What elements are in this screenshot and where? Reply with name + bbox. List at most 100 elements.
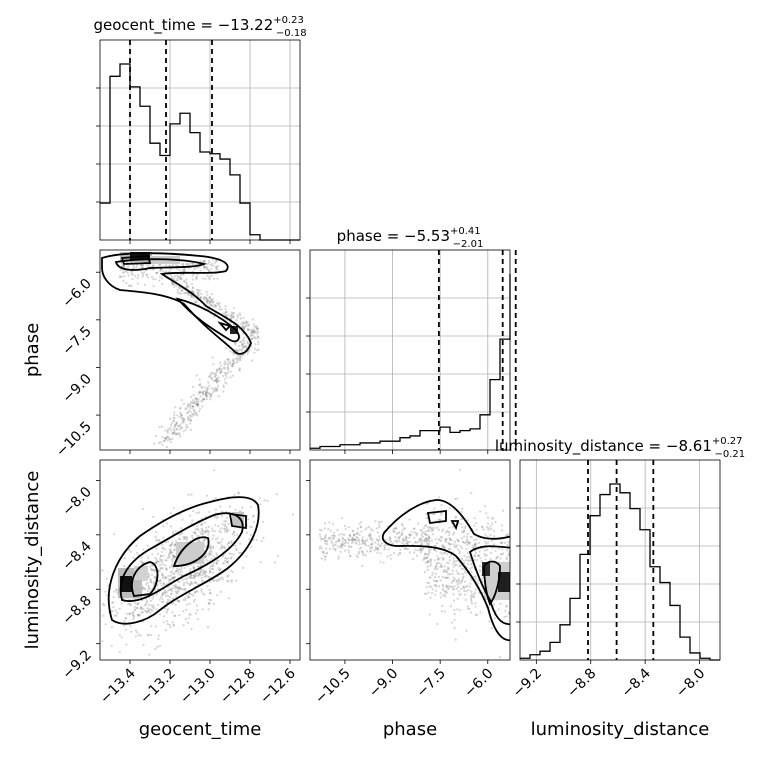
sample-point <box>496 555 499 558</box>
sample-point <box>145 273 148 277</box>
sample-point <box>255 349 258 352</box>
sample-point <box>94 624 96 626</box>
sample-point <box>154 575 157 578</box>
sample-point <box>176 586 179 589</box>
sample-point <box>347 537 350 541</box>
sample-point <box>500 553 503 556</box>
sample-point <box>184 291 187 294</box>
sample-point <box>198 390 201 393</box>
sample-point <box>357 552 360 555</box>
sample-point <box>437 558 440 561</box>
sample-point <box>162 525 165 528</box>
sample-point <box>161 547 164 550</box>
sample-point <box>369 536 372 539</box>
sample-point <box>428 540 431 543</box>
sample-point <box>219 364 222 367</box>
sample-point <box>205 526 208 529</box>
sample-point <box>492 517 495 520</box>
sample-point <box>174 603 177 607</box>
sample-point <box>211 564 214 567</box>
sample-point <box>337 538 340 541</box>
sample-point <box>471 602 474 605</box>
sample-point <box>201 529 204 532</box>
sample-point <box>341 540 344 543</box>
sample-point <box>217 304 221 307</box>
sample-point <box>239 314 242 317</box>
sample-point <box>246 321 249 324</box>
sample-point <box>212 372 215 375</box>
sample-point <box>474 602 477 605</box>
sample-point <box>212 363 215 366</box>
sample-point <box>377 548 380 551</box>
sample-point <box>241 338 244 341</box>
sample-point <box>465 629 468 632</box>
sample-point <box>227 580 230 583</box>
sample-point <box>458 564 462 567</box>
sample-point <box>441 530 444 533</box>
sample-point <box>157 638 160 641</box>
sample-point <box>243 321 246 324</box>
sample-point <box>370 543 373 547</box>
sample-point <box>194 582 197 585</box>
sample-point <box>444 590 447 593</box>
sample-point <box>171 611 174 614</box>
sample-point <box>488 620 491 623</box>
sample-point <box>153 576 156 579</box>
sample-point <box>242 316 245 319</box>
sample-point <box>172 554 175 557</box>
sample-point <box>455 563 458 567</box>
sample-point <box>185 263 188 266</box>
sample-point <box>231 533 234 536</box>
sample-point <box>378 526 381 529</box>
sample-point <box>202 540 205 543</box>
sample-point <box>360 546 363 549</box>
sample-point <box>243 342 246 345</box>
sample-point <box>226 315 229 318</box>
sample-point <box>180 292 183 295</box>
sample-point <box>185 423 188 426</box>
sample-point <box>211 305 214 308</box>
sample-point <box>499 553 502 556</box>
sample-point <box>178 287 182 290</box>
sample-point <box>252 329 255 333</box>
sample-point <box>462 567 465 570</box>
sample-point <box>456 597 459 600</box>
sample-point <box>435 566 438 570</box>
sample-point <box>318 533 321 536</box>
sample-point <box>225 557 228 560</box>
sample-point <box>224 381 227 384</box>
sample-point <box>254 343 257 346</box>
sample-point <box>176 592 179 595</box>
sample-point <box>167 574 170 578</box>
sample-point <box>490 522 493 525</box>
sample-point <box>348 538 351 542</box>
sample-point <box>456 544 459 547</box>
sample-point <box>161 436 164 439</box>
sample-point <box>232 315 235 318</box>
sample-point <box>239 358 242 361</box>
sample-point <box>195 300 198 304</box>
sample-point <box>177 580 180 583</box>
sample-point <box>238 551 241 555</box>
sample-point <box>241 506 244 509</box>
sample-point <box>190 262 193 265</box>
sample-point <box>478 591 481 595</box>
y-tick-label: −6.0 <box>59 276 94 311</box>
sample-point <box>240 349 243 352</box>
sample-point <box>398 552 402 555</box>
sample-point <box>201 260 204 263</box>
sample-point <box>439 596 443 599</box>
sample-point <box>402 539 405 542</box>
sample-point <box>207 269 211 272</box>
sample-point <box>470 597 473 600</box>
sample-point <box>214 378 218 382</box>
sample-point <box>223 528 226 531</box>
sample-point <box>170 551 174 554</box>
sample-point <box>182 430 185 433</box>
sample-point <box>193 530 196 533</box>
sample-point <box>463 587 466 590</box>
sample-point <box>210 303 213 306</box>
sample-point <box>205 553 208 556</box>
sample-point <box>228 552 231 555</box>
sample-point <box>475 543 478 546</box>
